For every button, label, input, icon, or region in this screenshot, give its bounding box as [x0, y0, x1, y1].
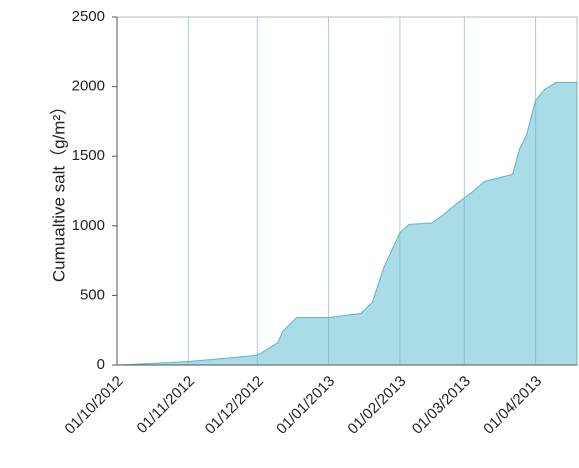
x-tick-label: 01/03/2013 — [409, 373, 474, 438]
y-tick-label: 1000 — [72, 217, 105, 234]
x-tick-label: 01/04/2013 — [480, 373, 545, 438]
y-tick-label: 1500 — [72, 147, 105, 164]
x-tick-label: 01/11/2012 — [134, 373, 198, 437]
y-tick-label: 500 — [80, 286, 105, 303]
y-tick-label: 2000 — [72, 78, 105, 95]
y-tick-label: 2500 — [72, 8, 105, 25]
x-tick-label: 01/02/2013 — [344, 373, 409, 438]
x-tick-label: 01/12/2012 — [202, 373, 267, 438]
y-axis-title: Cumualtive salt（g/m²） — [49, 98, 68, 282]
y-tick-label: 0 — [97, 356, 105, 373]
x-tick-label: 01/01/2013 — [273, 373, 338, 438]
x-tick-label: 01/10/2012 — [62, 373, 127, 438]
